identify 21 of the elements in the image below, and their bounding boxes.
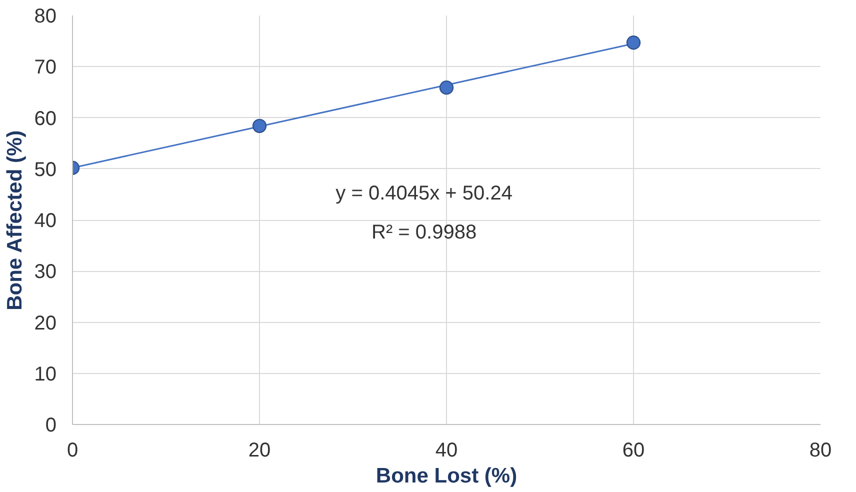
- y-tick-label: 30: [34, 261, 57, 284]
- y-tick-label: 10: [34, 363, 57, 386]
- y-tick-label: 0: [45, 414, 56, 436]
- point: [626, 36, 641, 50]
- y-axis-title: Bone Affected (%): [3, 130, 26, 310]
- x-tick-label: 80: [809, 440, 832, 462]
- x-tick-label: 40: [435, 440, 458, 462]
- y-tick-label: 80: [34, 6, 57, 28]
- y-tick-label: 20: [34, 312, 57, 334]
- x-axis-title: Bone Lost (%): [376, 464, 518, 488]
- y-tick-label: 40: [34, 210, 57, 232]
- point: [439, 80, 454, 95]
- x-tick-label: 0: [66, 440, 78, 462]
- annotation: R² = 0.9988: [372, 221, 477, 244]
- point: [252, 118, 267, 134]
- x-tick-label: 20: [248, 440, 271, 462]
- y-tick-label: 70: [34, 56, 57, 79]
- x-tick-label: 60: [622, 440, 645, 462]
- y-tick-label: 50: [34, 158, 57, 181]
- annotation: y = 0.4045x + 50.24: [336, 182, 512, 204]
- y-tick-label: 60: [34, 108, 57, 130]
